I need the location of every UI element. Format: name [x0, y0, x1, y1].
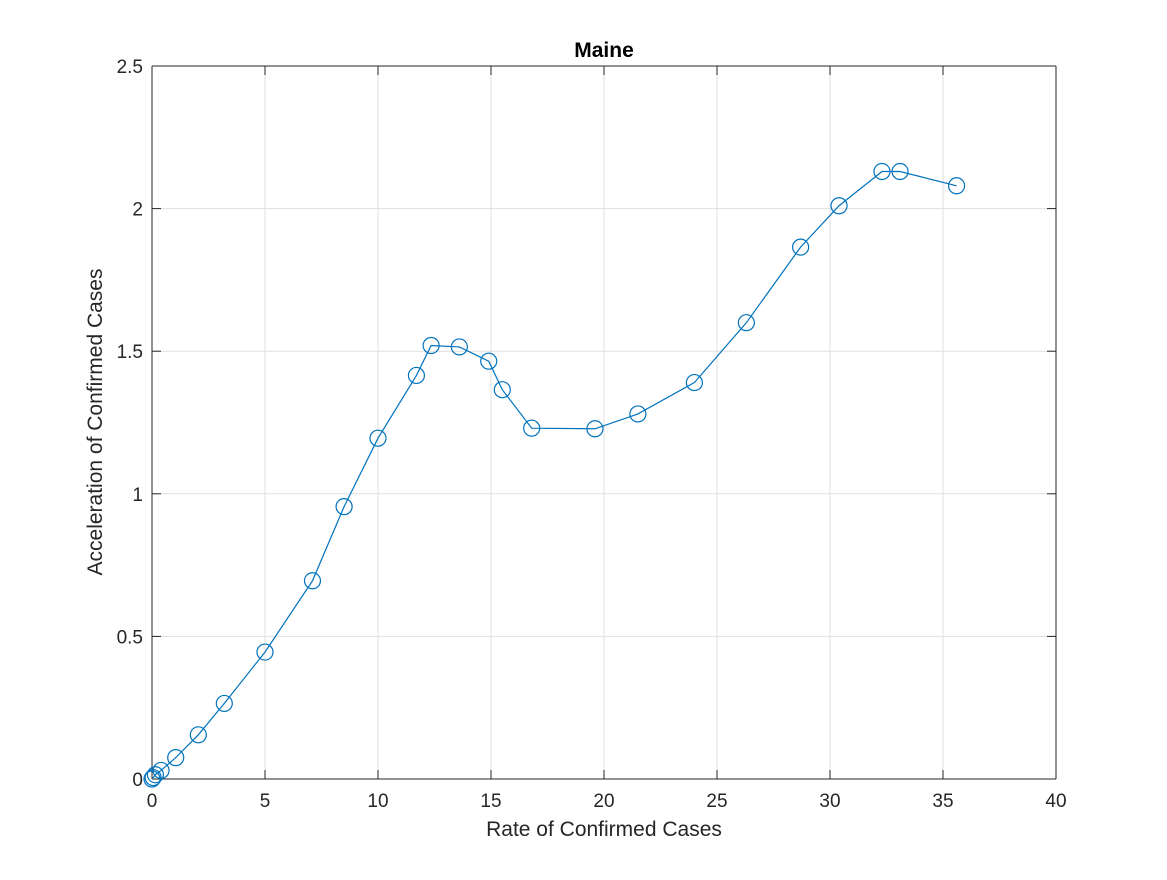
data-point [891, 162, 909, 181]
series-line [151, 170, 957, 780]
data-point [215, 694, 233, 713]
y-tick-label: 2 [132, 200, 143, 221]
data-point [303, 572, 322, 590]
x-tick-label: 35 [932, 791, 953, 812]
data-point [792, 238, 810, 256]
data-point [523, 419, 541, 437]
data-series [143, 162, 966, 788]
data-point [143, 770, 161, 788]
data-point [152, 761, 170, 780]
x-tick-label: 20 [593, 791, 614, 812]
data-point [256, 643, 274, 661]
data-point [422, 336, 440, 355]
x-tick-label: 30 [819, 791, 840, 812]
x-tick-label: 15 [480, 791, 501, 812]
data-point [407, 366, 426, 385]
data-point [947, 177, 966, 195]
axes [151, 65, 1057, 780]
grid [151, 65, 1057, 780]
data-point [685, 373, 704, 392]
data-point [493, 381, 511, 399]
data-point [167, 749, 185, 767]
data-point [146, 766, 164, 784]
data-point [480, 352, 498, 370]
y-tick-label: 0.5 [117, 627, 143, 648]
data-point [189, 726, 207, 744]
x-tick-label: 25 [706, 791, 727, 812]
data-point [450, 338, 468, 356]
data-point [586, 420, 604, 438]
tick-labels: 0 5 10 15 20 25 30 35 40 0 0.5 1 1.5 2 2.5 [117, 57, 1067, 812]
data-point [737, 314, 755, 332]
data-point [830, 197, 848, 215]
x-tick-label: 40 [1045, 791, 1066, 812]
x-tick-label: 10 [367, 791, 388, 812]
y-tick-label: 1.5 [117, 342, 143, 363]
y-tick-label: 1 [132, 485, 143, 506]
y-tick-label: 2.5 [117, 57, 143, 78]
data-point [873, 162, 891, 181]
data-point [335, 498, 353, 516]
x-tick-label: 0 [147, 791, 158, 812]
data-point [629, 405, 647, 423]
data-point [369, 429, 387, 447]
chart-title: Maine [574, 39, 634, 62]
x-axis-label: Rate of Confirmed Cases [486, 818, 722, 841]
x-tick-label: 5 [260, 791, 271, 812]
y-tick-label: 0 [132, 770, 143, 791]
y-axis-label: Acceleration of Confirmed Cases [84, 269, 107, 576]
